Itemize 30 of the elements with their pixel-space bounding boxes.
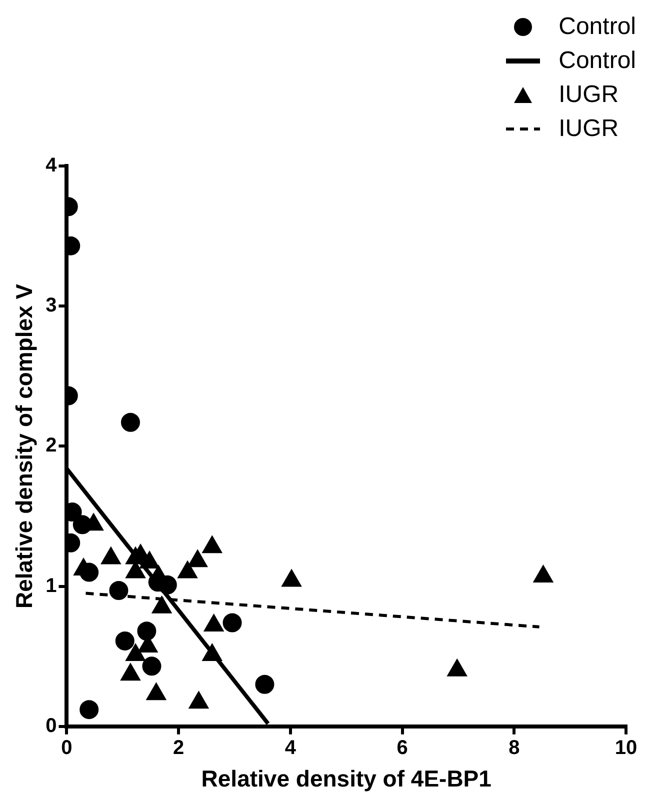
- point: [188, 691, 209, 709]
- y-tick-label: 0: [46, 714, 57, 737]
- point: [152, 596, 172, 614]
- x-tick-label: 6: [396, 736, 408, 759]
- point: [146, 682, 166, 700]
- legend-label: IUGR: [558, 81, 619, 109]
- x-tick-label: 4: [284, 736, 297, 759]
- point: [188, 550, 208, 568]
- legend-label: Control: [558, 47, 636, 75]
- point: [120, 663, 141, 681]
- x-tick-label: 10: [614, 736, 638, 759]
- point: [178, 560, 198, 578]
- legend-label: Control: [558, 13, 636, 41]
- point: [282, 569, 302, 587]
- y-axis-title: Relative density of complex V: [11, 283, 38, 609]
- y-tick-label: 3: [46, 294, 57, 317]
- y-tick-label: 2: [46, 434, 57, 457]
- legend-label: IUGR: [558, 115, 619, 143]
- point: [204, 614, 224, 632]
- point: [447, 658, 468, 676]
- point: [125, 643, 146, 661]
- y-tick-label: 4: [46, 154, 58, 177]
- x-tick-label: 0: [61, 736, 72, 759]
- x-axis-title: Relative density of 4E-BP1: [201, 766, 492, 792]
- y-tick-label: 1: [46, 574, 57, 597]
- point: [533, 564, 554, 582]
- point: [100, 546, 121, 564]
- x-tick-label: 8: [508, 736, 520, 759]
- point: [202, 536, 222, 554]
- x-tick-label: 2: [173, 736, 184, 759]
